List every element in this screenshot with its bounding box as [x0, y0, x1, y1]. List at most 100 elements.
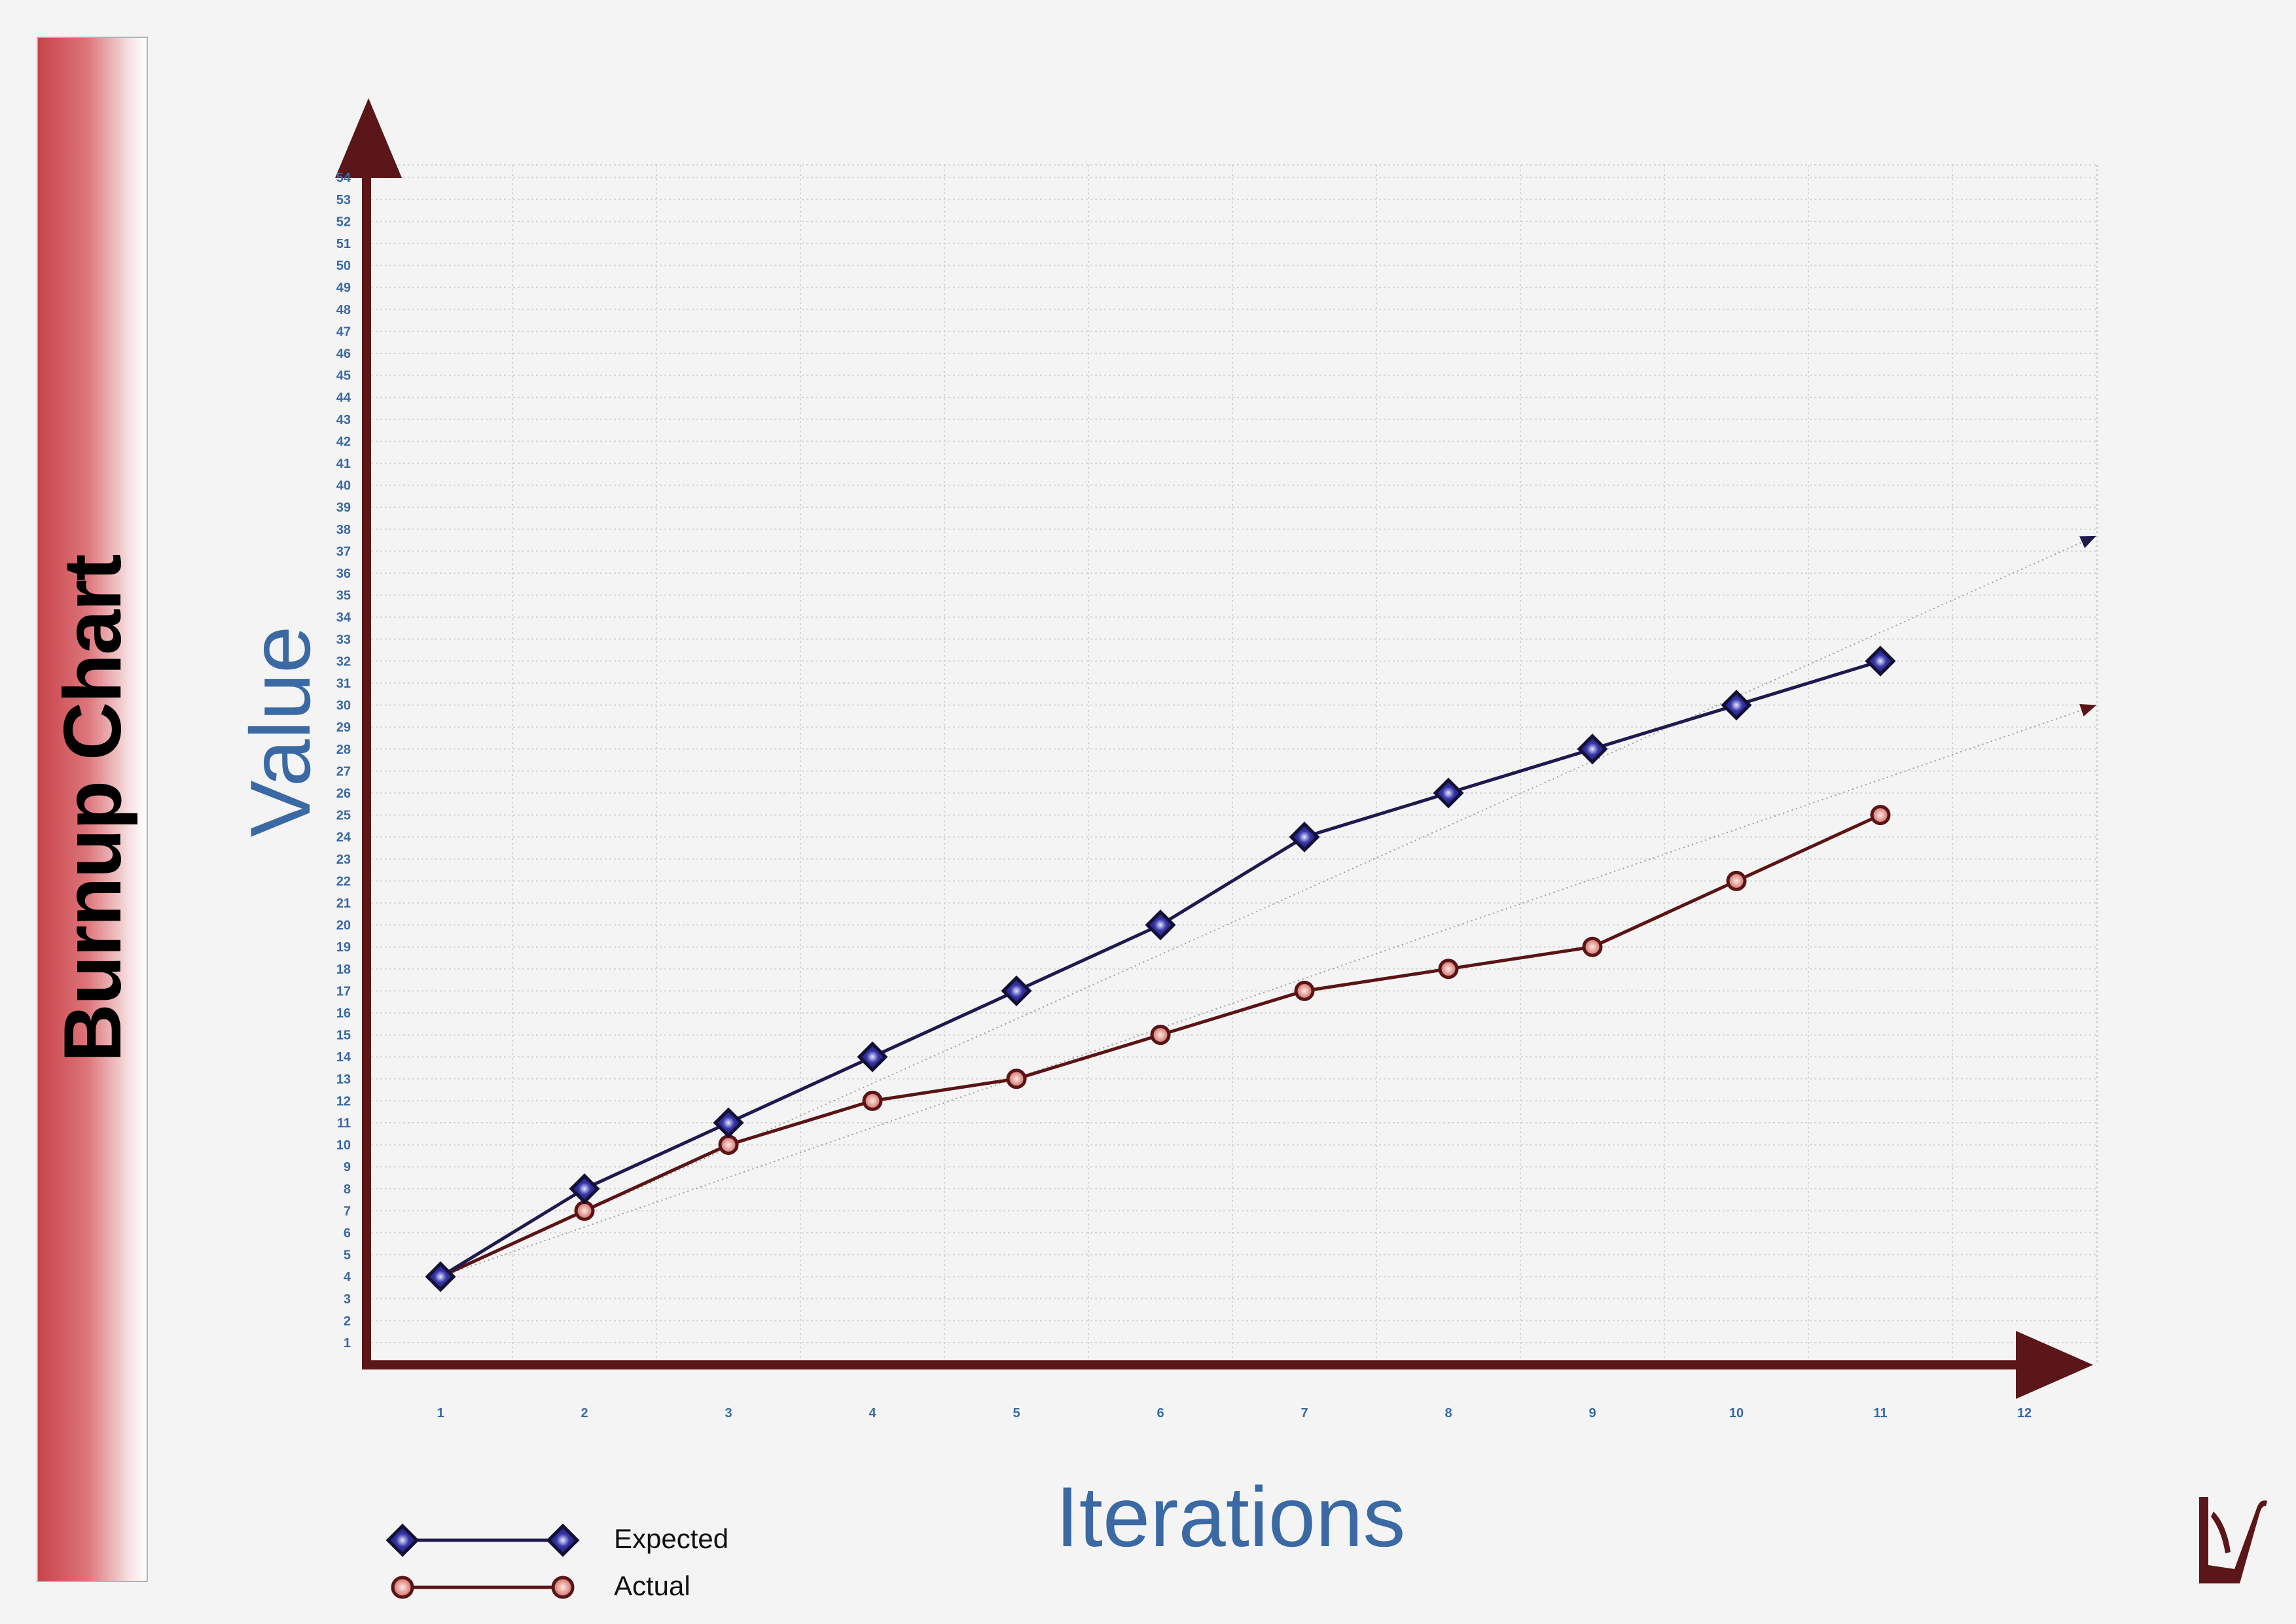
x-axis-label: Iterations [1055, 1469, 1406, 1564]
tick-labels: 1234567891011121314151617181920212223242… [336, 171, 2032, 1421]
legend-marker-actual [551, 1576, 575, 1599]
y-tick-label: 11 [337, 1116, 351, 1131]
data-point-expected [1865, 645, 1896, 677]
trendline-arrowhead-expected [2079, 535, 2096, 548]
y-tick-label: 20 [336, 919, 351, 933]
data-point-actual [862, 1090, 883, 1111]
series-expected [425, 645, 1896, 1292]
y-tick-label: 29 [336, 720, 351, 735]
data-point-expected [1001, 975, 1032, 1006]
y-tick-label: 42 [336, 434, 351, 449]
trendline-arrowhead-actual [2079, 703, 2096, 716]
x-tick-label: 6 [1157, 1406, 1164, 1421]
y-tick-label: 5 [344, 1248, 351, 1263]
legend-marker-expected [386, 1523, 420, 1557]
y-tick-label: 10 [336, 1139, 351, 1153]
legend-marker-expected [546, 1523, 580, 1557]
x-tick-label: 4 [869, 1406, 876, 1421]
y-tick-label: 12 [336, 1094, 351, 1108]
y-tick-label: 19 [336, 940, 351, 955]
y-tick-label: 49 [336, 281, 351, 295]
y-tick-label: 44 [336, 391, 351, 405]
data-point-actual [1150, 1025, 1171, 1046]
y-tick-label: 33 [336, 633, 351, 647]
x-tick-label: 1 [437, 1406, 444, 1421]
y-tick-label: 41 [336, 457, 351, 471]
y-tick-label: 40 [336, 479, 351, 493]
data-point-actual [1582, 936, 1603, 957]
y-tick-label: 1 [344, 1336, 351, 1350]
data-point-expected [569, 1173, 600, 1205]
data-point-expected [1721, 690, 1752, 721]
x-tick-label: 3 [725, 1406, 732, 1421]
y-tick-label: 32 [336, 654, 351, 669]
y-tick-label: 37 [336, 544, 351, 559]
data-point-expected [1145, 909, 1176, 941]
y-tick-label: 26 [336, 786, 351, 801]
grid [367, 164, 2098, 1365]
legend-marker-actual [391, 1576, 414, 1599]
y-tick-label: 39 [336, 501, 351, 515]
data-point-actual [1438, 959, 1459, 980]
data-point-actual [718, 1135, 739, 1156]
y-tick-label: 34 [336, 610, 351, 625]
y-tick-label: 28 [336, 743, 351, 757]
y-tick-label: 45 [336, 369, 351, 383]
y-tick-label: 36 [336, 567, 351, 581]
y-tick-label: 51 [336, 237, 351, 251]
data-point-expected [713, 1107, 744, 1139]
x-tick-label: 7 [1300, 1406, 1308, 1421]
y-tick-label: 6 [344, 1226, 351, 1241]
y-tick-label: 23 [336, 853, 351, 867]
y-tick-label: 2 [344, 1314, 351, 1328]
y-tick-label: 48 [336, 303, 351, 317]
y-tick-label: 14 [336, 1050, 351, 1065]
y-tick-label: 22 [336, 874, 351, 889]
y-tick-label: 4 [344, 1270, 351, 1284]
y-tick-label: 43 [336, 413, 351, 427]
y-tick-label: 9 [344, 1160, 351, 1174]
y-tick-label: 54 [336, 171, 351, 185]
y-axis-arrowhead [335, 98, 402, 178]
x-tick-label: 10 [1729, 1406, 1744, 1421]
x-tick-label: 12 [2017, 1406, 2032, 1421]
y-tick-label: 25 [336, 809, 351, 823]
y-tick-label: 24 [336, 830, 351, 845]
stylized-v-logo [2199, 1497, 2267, 1583]
data-point-actual [1006, 1068, 1027, 1089]
y-tick-label: 30 [336, 699, 351, 713]
trendline-expected [440, 535, 2097, 1278]
y-tick-label: 7 [344, 1204, 351, 1218]
legend-label-expected: Expected [614, 1523, 729, 1554]
series [425, 645, 1896, 1292]
y-tick-label: 50 [336, 259, 351, 274]
data-point-expected [1289, 821, 1320, 853]
x-axis-arrowhead [2016, 1331, 2093, 1399]
axes [335, 98, 2093, 1399]
y-tick-label: 46 [336, 347, 351, 361]
data-point-expected [857, 1041, 888, 1072]
x-tick-label: 5 [1013, 1406, 1020, 1421]
data-point-expected [1577, 733, 1608, 765]
data-point-actual [1870, 805, 1891, 826]
y-tick-label: 38 [336, 523, 351, 537]
x-tick-label: 2 [581, 1406, 588, 1421]
y-tick-label: 21 [336, 896, 351, 911]
x-tick-label: 11 [1873, 1406, 1887, 1421]
data-point-actual [574, 1200, 595, 1221]
trendlines [440, 535, 2097, 1278]
y-tick-label: 16 [336, 1006, 351, 1021]
y-tick-label: 27 [336, 764, 351, 779]
y-tick-label: 13 [336, 1072, 351, 1087]
data-point-expected [425, 1261, 456, 1292]
y-tick-label: 3 [344, 1292, 351, 1307]
trendline-actual [440, 704, 2097, 1278]
y-tick-label: 35 [336, 589, 351, 603]
y-tick-label: 53 [336, 193, 351, 207]
title-sidebar [37, 37, 148, 1582]
y-tick-label: 17 [336, 984, 351, 998]
y-tick-label: 8 [344, 1182, 351, 1197]
x-tick-label: 9 [1588, 1406, 1596, 1421]
data-point-expected [1433, 777, 1464, 809]
